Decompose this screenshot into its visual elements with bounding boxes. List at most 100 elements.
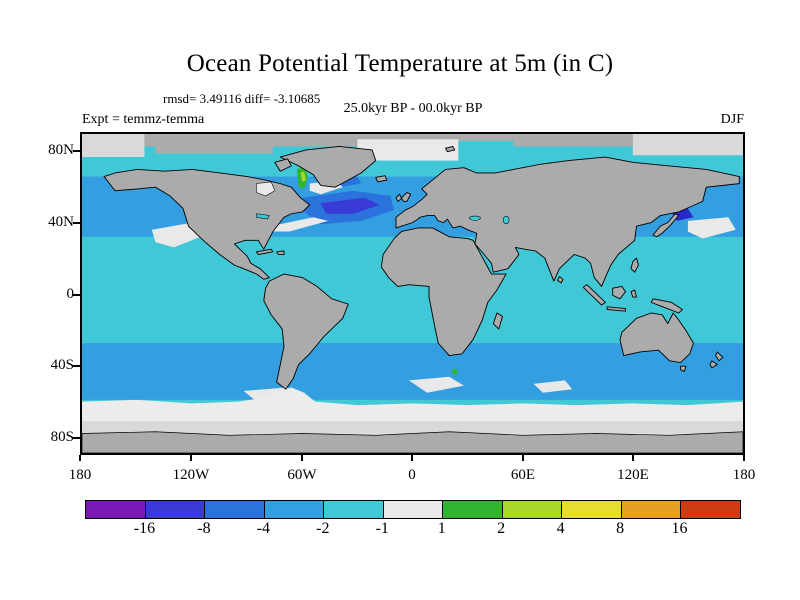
map-frame [80,132,745,455]
lat-tick-label: 80S [50,429,74,445]
madagascar [492,312,503,330]
black-sea [469,215,481,221]
arctic-gray-canada [155,134,273,154]
great-lakes [256,213,270,220]
japan [652,213,680,238]
lat-tick-label: 40N [48,214,74,230]
sumatra [582,284,606,306]
antarctica-land [82,431,743,453]
west-greenland-warm-core [300,171,307,182]
arctic-white-atlantic [357,139,459,161]
lat-tick-mark [73,437,80,439]
land-layer [103,145,740,390]
colorbar-segment [144,501,205,518]
nw-atlantic-neutral-patch [271,217,329,232]
lon-tick-mark [79,455,81,461]
lon-tick-mark [743,455,745,461]
colorbar-segment [561,501,621,518]
australia [619,312,694,364]
colorbar-label: 8 [616,520,625,537]
java [606,306,626,312]
colorbar-segment [263,501,324,518]
agulhas-warm-speck [451,368,458,375]
hudson-bay [256,181,276,197]
colorbar-label: -4 [256,520,271,537]
lon-tick-label: 60E [510,467,536,483]
colorbar-label: 2 [497,520,506,537]
nw-pacific-neutral-patch [687,217,736,239]
south-america [263,273,349,390]
eurasia [395,156,740,287]
colorbar-label: 16 [671,520,688,537]
north-america [103,169,311,280]
caspian-sea [502,215,510,225]
plot-title: Ocean Potential Temperature at 5m (in C) [186,50,614,77]
stats-line: rmsd= 3.49116 diff= -3.10685 [163,91,321,106]
philippines [630,257,639,273]
united-kingdom [401,192,412,202]
lat-tick-mark [73,294,80,296]
lat-tick-label: 80N [48,142,74,158]
hispaniola [276,250,285,255]
antarctic-lightgray-strip [82,421,743,434]
lat-tick-mark [73,365,80,367]
south-indian-neutral-patch [533,380,573,393]
lat-tick-label: 0 [66,286,75,302]
colorbar-label: -8 [197,520,211,537]
colorbar-segment [620,501,681,518]
colorbar-segment [86,501,145,518]
tasmania [680,365,687,372]
arctic-lightgray-right [632,134,743,156]
colorbar-segment [323,501,383,518]
experiment-label: Expt = temmz-temma [82,112,205,127]
colorbar-label: -2 [316,520,330,537]
colorbar-label: -1 [375,520,389,537]
lon-tick-label: 180 [68,467,92,483]
lon-tick-label: 60W [287,467,317,483]
lon-tick-label: 180 [732,467,756,483]
lon-tick-mark [411,455,413,461]
lat-tick-mark [73,222,80,224]
lon-tick-mark [632,455,634,461]
africa [380,227,507,356]
new-zealand-south [709,360,718,369]
greenland [279,145,377,188]
north-atlantic-coldest-core [320,197,380,214]
colorbar-segment [501,501,562,518]
colorbar-segment [680,501,741,518]
colorbar-segment [204,501,264,518]
arctic-cyan-barents [458,141,514,159]
sulawesi [630,289,637,298]
sri-lanka [557,276,564,284]
arctic-lightgray-left [82,134,145,158]
lon-tick-mark [522,455,524,461]
period-line: 25.0kyr BP - 00.0kyr BP [343,101,483,116]
colorbar-label: -16 [133,520,156,537]
colorbar-label: 1 [437,520,446,537]
world-map [82,134,743,453]
baffin-island [274,158,292,172]
lat-tick-mark [73,150,80,152]
colorbar-segment [442,501,502,518]
cuba [255,248,274,255]
new-guinea [650,298,683,314]
lon-tick-label: 120W [172,467,210,483]
south-atlantic-neutral-patch [408,376,464,393]
lon-tick-mark [301,455,303,461]
borneo [612,285,626,300]
new-zealand-north [714,351,724,362]
lon-tick-label: 0 [408,467,416,483]
lon-tick-label: 120E [617,467,649,483]
colorbar-label: 4 [556,520,565,537]
svalbard [445,145,456,153]
lon-tick-mark [190,455,192,461]
season-label: DJF [720,112,744,127]
iceland [375,175,388,183]
ireland [395,193,402,202]
lake-layer [256,181,510,225]
colorbar [85,500,741,519]
lat-tick-label: 40S [50,357,74,373]
polar-layer [82,134,743,453]
colorbar-segment [382,501,443,518]
